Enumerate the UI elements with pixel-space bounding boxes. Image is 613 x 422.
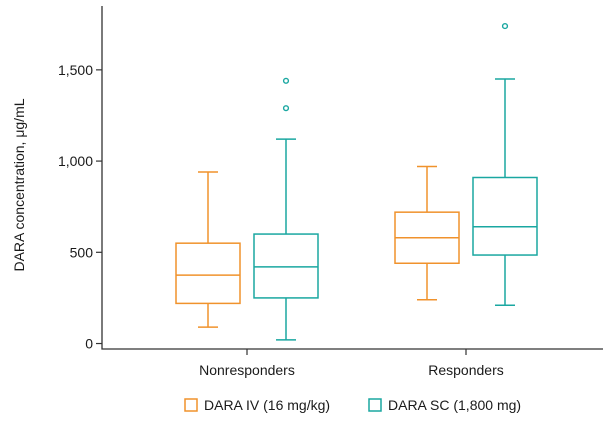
box-sc-0 — [253, 77, 319, 341]
legend-swatch — [368, 398, 382, 412]
legend-label: DARA SC (1,800 mg) — [388, 397, 521, 413]
outlier-point — [282, 105, 290, 112]
legend-swatch — [184, 398, 198, 412]
box-iv-1 — [394, 165, 460, 301]
x-tick-label: Responders — [428, 362, 504, 378]
x-axis-ticks: Nonresponders Responders — [199, 349, 504, 378]
box-sc-1 — [472, 22, 538, 306]
iqr-box — [472, 176, 538, 256]
axes — [101, 6, 603, 350]
y-tick-label: 500 — [70, 244, 94, 260]
y-tick-label: 1,000 — [58, 153, 93, 169]
x-tick-label: Nonresponders — [199, 362, 295, 378]
iqr-box — [175, 242, 241, 305]
y-axis-title: DARA concentration, μg/mL — [11, 98, 27, 271]
y-tick-label: 1,500 — [58, 62, 93, 78]
legend-label: DARA IV (16 mg/kg) — [204, 397, 330, 413]
box-series — [175, 22, 538, 341]
iqr-box — [253, 233, 319, 299]
y-axis-ticks: 0 500 1,000 1,500 — [58, 62, 102, 352]
outlier-point — [282, 77, 290, 84]
outlier-point — [501, 22, 509, 30]
axis-frame — [101, 6, 603, 350]
legend: DARA IV (16 mg/kg) DARA SC (1,800 mg) — [184, 397, 521, 413]
y-tick-label: 0 — [85, 336, 93, 352]
box-iv-0 — [175, 171, 241, 328]
